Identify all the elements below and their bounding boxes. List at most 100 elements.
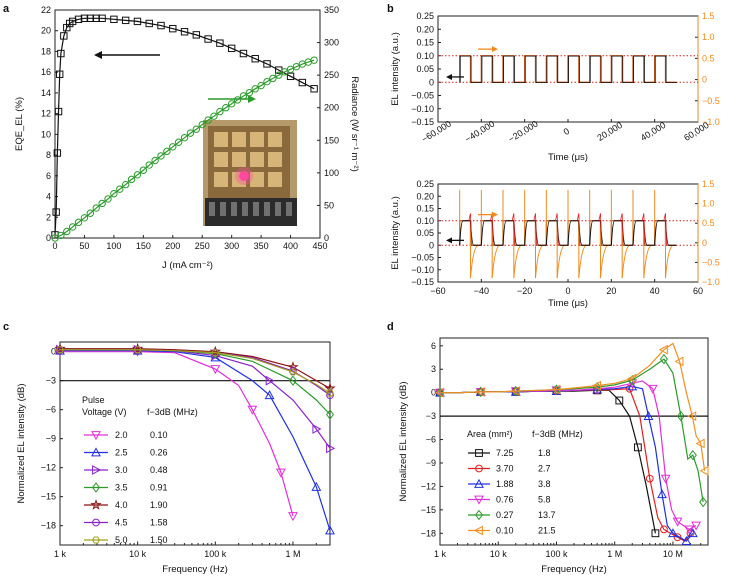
- data-point: [133, 171, 142, 179]
- y-tick-label: 0.20: [416, 24, 434, 34]
- el-overshoot: [663, 213, 667, 246]
- chip-pin: [264, 202, 270, 216]
- x-tick-label: 60: [693, 286, 703, 296]
- x-tick-label: 10 k: [490, 549, 508, 559]
- y2-tick-label: 250: [324, 70, 339, 80]
- spike-recovery: [643, 244, 652, 279]
- el-response: [459, 55, 677, 84]
- y2-tick-label: 350: [324, 5, 339, 15]
- legend-title: f−3dB (MHz): [532, 429, 583, 439]
- chip-pin: [286, 202, 292, 216]
- data-point: [474, 509, 484, 521]
- data-point: [57, 49, 65, 58]
- x-tick-label: 200: [165, 241, 180, 251]
- y2-tick-label: 100: [324, 168, 339, 178]
- x-tick-label: 0: [565, 286, 570, 296]
- series-5.0: [56, 346, 334, 397]
- y-tick-label: −0.15: [411, 117, 434, 127]
- x-tick-label: 10 M: [663, 549, 683, 559]
- legend-value: 1.58: [150, 518, 168, 528]
- y-tick-label: −0.10: [411, 265, 434, 275]
- legend-value: 0.10: [150, 430, 168, 440]
- y2-tick-label: 0: [702, 75, 707, 85]
- y-tick-label: −9: [426, 458, 436, 468]
- data-point: [251, 55, 259, 63]
- y-axis-label: Normalized EL intensity (dB): [16, 383, 27, 503]
- drive-signal: [459, 55, 677, 83]
- series-line: [60, 351, 294, 517]
- y-axis-label: EQE_EL (%): [14, 97, 25, 151]
- y-tick-label: 0.10: [416, 51, 434, 61]
- legend-title: Voltage (V): [82, 407, 127, 417]
- x-axis-label: Time (μs): [548, 152, 588, 163]
- data-point: [239, 49, 248, 58]
- y-tick-label: 0.20: [416, 191, 434, 201]
- data-point: [133, 17, 142, 26]
- data-point: [699, 465, 709, 476]
- data-point: [434, 387, 444, 398]
- y-tick-label: 14: [41, 88, 51, 98]
- data-point: [211, 349, 220, 357]
- series-line: [60, 350, 331, 531]
- data-point: [68, 17, 77, 26]
- x-tick-label: 20,000: [595, 120, 624, 143]
- x-tick-label: 40,000: [639, 120, 668, 143]
- y-axis-label: EL intensity (a.u.): [390, 32, 401, 106]
- data-point: [311, 481, 322, 491]
- legend-label: 1.88: [496, 479, 514, 489]
- data-point: [56, 346, 64, 354]
- legend-value: 21.5: [538, 526, 556, 536]
- series-0.10: [434, 342, 709, 476]
- y2-tick-label: 50: [324, 200, 334, 210]
- data-point: [53, 149, 62, 157]
- chip-pin: [275, 202, 281, 216]
- y-tick-label: −15: [41, 492, 56, 502]
- data-point: [110, 15, 118, 24]
- chip-pin: [253, 202, 259, 216]
- data-point: [163, 147, 171, 156]
- y-tick-label: 0: [46, 233, 51, 243]
- data-point: [52, 208, 60, 216]
- data-point: [474, 495, 484, 505]
- y-tick-label: 0: [429, 77, 434, 87]
- x-tick-label: 100 k: [545, 549, 568, 559]
- y-tick-label: −12: [41, 463, 56, 473]
- legend-label: 7.25: [496, 448, 514, 458]
- y-tick-label: 8: [46, 150, 51, 160]
- data-point: [684, 525, 695, 535]
- y2-tick-label: −0.5: [702, 257, 720, 267]
- device-pixel: [232, 132, 246, 147]
- device-pixel: [268, 152, 282, 167]
- spike-recovery: [578, 244, 587, 279]
- legend-value: 5.8: [538, 495, 551, 505]
- data-point: [660, 474, 671, 484]
- data-point: [91, 447, 101, 457]
- el-response: [459, 213, 677, 246]
- data-point: [133, 346, 142, 354]
- data-point: [310, 85, 318, 93]
- legend-value: 1.90: [150, 500, 168, 510]
- data-point: [627, 373, 637, 384]
- y2-tick-label: −1.0: [702, 117, 720, 127]
- x-tick-label: 100 k: [204, 549, 227, 559]
- x-tick-label: 350: [254, 241, 269, 251]
- arrow-right-axis-head: [492, 46, 498, 53]
- data-point: [92, 518, 100, 527]
- data-point: [227, 44, 236, 53]
- data-point: [92, 14, 100, 22]
- data-point: [57, 231, 65, 240]
- data-point: [657, 489, 667, 499]
- y-tick-label: 6: [46, 171, 51, 181]
- data-point: [286, 65, 295, 73]
- data-point: [192, 125, 201, 133]
- data-point: [672, 517, 683, 527]
- x-axis-label: Frequency (Hz): [541, 564, 606, 575]
- x-tick-label: 150: [136, 241, 151, 251]
- legend-title: Area (mm²): [467, 429, 513, 439]
- x-tick-label: 40: [650, 286, 660, 296]
- data-point: [310, 56, 318, 64]
- y2-tick-label: 300: [324, 38, 339, 48]
- data-point: [86, 14, 95, 22]
- device-pixel: [250, 132, 264, 147]
- chip-pin: [242, 202, 248, 216]
